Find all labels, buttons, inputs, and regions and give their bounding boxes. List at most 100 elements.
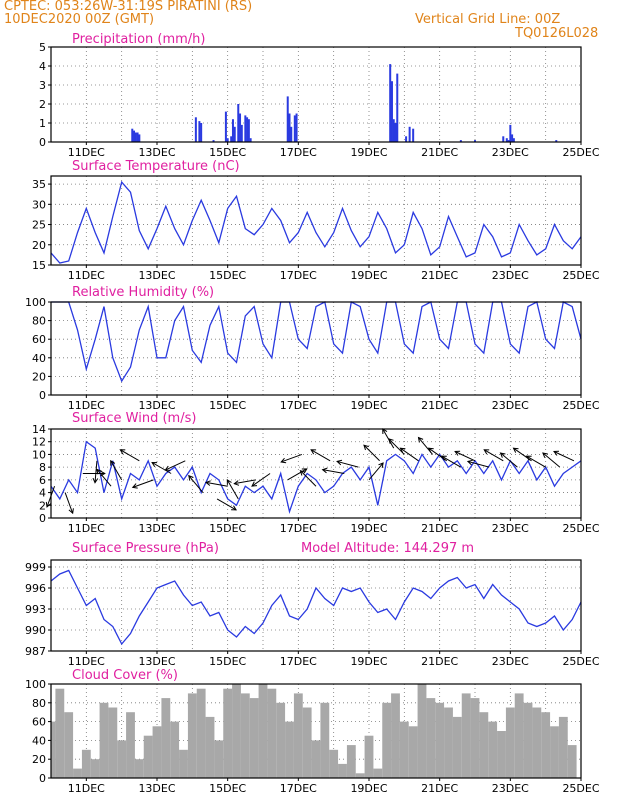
cloud-bar: [99, 702, 109, 778]
press-line: [50, 569, 582, 646]
wind-arrow: [96, 468, 112, 487]
cloud-bar: [320, 702, 330, 778]
wind-frame: [50, 428, 582, 519]
wind-ytick-label: 8: [39, 461, 46, 474]
cloud-ytick-label: 80: [32, 697, 46, 710]
cloud-bar: [285, 721, 294, 778]
cloud-bar: [550, 726, 559, 778]
wind-arrow-head: [188, 474, 194, 481]
precip-bar: [246, 117, 249, 142]
wind-arrow-shaft: [400, 447, 419, 462]
precip-bar: [507, 140, 510, 142]
precip-bar: [198, 121, 201, 142]
cloud-bar: [302, 707, 312, 778]
cloud-bar: [329, 749, 339, 778]
temp-ytick-label: 15: [32, 259, 46, 272]
precip-panel: [48, 46, 582, 145]
wind-arrow-shaft: [110, 460, 123, 481]
cloud-bar: [240, 693, 250, 778]
wind-arrow: [64, 492, 74, 515]
cloud-bar: [399, 721, 409, 778]
precip-ytick-label: 1: [39, 117, 46, 130]
precip-bar: [512, 138, 515, 142]
wind-arrow-shaft: [483, 449, 504, 462]
cloud-bar: [249, 698, 259, 778]
cloud-bar: [311, 740, 321, 778]
wind-arrow-shaft: [542, 452, 561, 468]
cloud-bar: [426, 698, 436, 778]
precip-bar: [459, 140, 462, 142]
precip-bar: [231, 119, 234, 142]
wind-arrow: [542, 452, 561, 468]
wind-arrow-head: [454, 450, 461, 456]
wind-arrow-shaft: [205, 481, 228, 487]
precip-xtick-label: 13DEC: [138, 146, 175, 159]
press-panel: [48, 559, 582, 654]
wind-arrow: [483, 449, 504, 462]
wind-arrow: [216, 498, 238, 511]
rh-line: [51, 301, 582, 383]
precip-bar: [249, 138, 252, 142]
wind-arrow-shaft: [368, 462, 384, 481]
cloud-bar: [408, 726, 418, 778]
precip-xtick-label: 23DEC: [492, 146, 529, 159]
rh-xtick-label: 25DEC: [562, 399, 599, 412]
rh-ytick-label: 80: [32, 315, 46, 328]
cloud-bar: [143, 735, 153, 778]
precip-bar: [390, 81, 393, 142]
grid-note: Vertical Grid Line: 00Z: [415, 12, 561, 27]
wind-arrow-head: [417, 436, 424, 443]
cloud-bar: [170, 721, 180, 778]
cloud-bar: [497, 731, 506, 778]
cloud-bar: [417, 684, 427, 778]
rh-xtick-label: 23DEC: [492, 399, 529, 412]
wind-arrow: [188, 474, 204, 493]
cloud-bar: [558, 716, 568, 778]
cloud-bar: [338, 763, 347, 778]
wind-arrow: [321, 467, 345, 474]
temp-xtick-label: 17DEC: [280, 269, 317, 282]
precip-bar: [396, 73, 399, 142]
precip-bar: [237, 104, 240, 142]
cloud-xtick-label: 11DEC: [68, 782, 105, 795]
wind-arrow-shaft: [454, 451, 476, 462]
press-ytick-label: 993: [25, 603, 46, 616]
cloud-bar: [470, 698, 480, 778]
rh-xtick-label: 15DEC: [209, 399, 246, 412]
wind-arrow-head: [164, 465, 171, 471]
cloud-bar: [267, 688, 277, 778]
press-altitude: Model Altitude: 144.297 m: [301, 541, 474, 556]
wind-arrow: [525, 455, 546, 468]
cloud-bar: [51, 721, 56, 778]
wind-arrow-head: [321, 467, 328, 474]
precip-xtick-label: 19DEC: [350, 146, 387, 159]
temp-panel: [48, 175, 582, 268]
rh-xtick-label: 13DEC: [138, 399, 175, 412]
precip-ytick-label: 2: [39, 98, 46, 111]
station-header: CPTEC: 053:26W-31:19S PIRATINI (RS): [4, 0, 253, 14]
cloud-xtick-label: 19DEC: [350, 782, 387, 795]
wind-arrow-head: [378, 462, 384, 468]
rh-frame: [50, 301, 582, 396]
temp-xtick-label: 11DEC: [68, 269, 105, 282]
wind-arrow-head: [251, 481, 258, 487]
cloud-bar: [90, 759, 100, 778]
press-xtick-label: 13DEC: [138, 655, 175, 668]
rh-ytick-label: 0: [39, 389, 46, 402]
cloud-bar: [488, 721, 498, 778]
precip-bar: [394, 123, 397, 142]
wind-xtick-label: 13DEC: [138, 522, 175, 535]
wind-arrow-shaft: [553, 451, 575, 462]
wind-arrow-head: [233, 480, 240, 486]
wind-arrow-head: [363, 444, 369, 451]
cloud-bar: [81, 749, 91, 778]
cloud-frame: [50, 683, 582, 779]
wind-arrow-head: [310, 449, 317, 455]
cloud-xtick-label: 25DEC: [562, 782, 599, 795]
cloud-bar: [346, 745, 356, 778]
wind-arrow: [454, 450, 476, 462]
wind-arrow-shaft: [337, 460, 359, 468]
temp-xtick-label: 15DEC: [209, 269, 246, 282]
wind-arrow-shaft: [300, 470, 317, 487]
